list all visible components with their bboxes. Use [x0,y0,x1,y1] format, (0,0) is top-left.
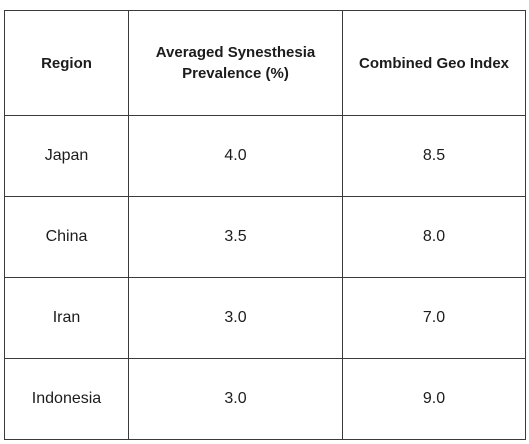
cell-synesthesia-prevalence: 4.0 [128,115,343,197]
cell-region: Iran [4,277,129,359]
column-header-region: Region [4,10,129,116]
table-row: Japan 4.0 8.5 [4,115,526,197]
table-row: Indonesia 3.0 9.0 [4,358,526,440]
cell-geo-index: 7.0 [342,277,526,359]
table-row: Iran 3.0 7.0 [4,277,526,359]
cell-geo-index: 9.0 [342,358,526,440]
cell-synesthesia-prevalence: 3.5 [128,196,343,278]
header-row: Region Averaged Synesthesia Prevalence (… [4,10,526,116]
cell-region: Japan [4,115,129,197]
cell-synesthesia-prevalence: 3.0 [128,277,343,359]
cell-synesthesia-prevalence: 3.0 [128,358,343,440]
table-row: China 3.5 8.0 [4,196,526,278]
data-table: Region Averaged Synesthesia Prevalence (… [4,10,526,440]
column-header-synesthesia-prevalence: Averaged Synesthesia Prevalence (%) [128,10,343,116]
cell-geo-index: 8.0 [342,196,526,278]
column-header-geo-index: Combined Geo Index [342,10,526,116]
cell-region: Indonesia [4,358,129,440]
cell-region: China [4,196,129,278]
cell-geo-index: 8.5 [342,115,526,197]
